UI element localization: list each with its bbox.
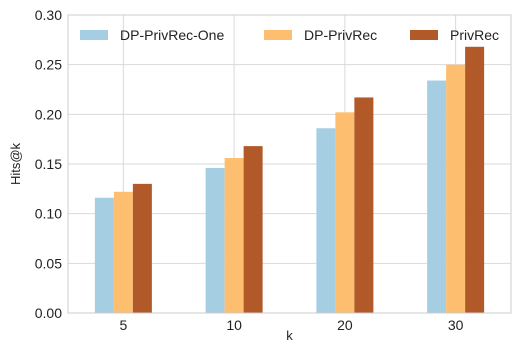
y-tick-label: 0.00 (35, 305, 62, 321)
y-axis-label: Hits@k (8, 142, 23, 185)
x-axis-label: k (286, 328, 293, 343)
plot-frame (67, 14, 512, 314)
y-tick-label: 0.05 (35, 255, 62, 271)
legend-swatch (264, 30, 292, 40)
x-tick-label: 5 (119, 317, 127, 333)
bar-privrec-k30 (465, 46, 485, 313)
bar-dp-privrec-k5 (113, 191, 133, 313)
bars (94, 46, 485, 314)
legend-item: PrivRec (410, 27, 499, 43)
legend: DP-PrivRec-One DP-PrivRec PrivRec (80, 27, 499, 43)
bar-privrec-k10 (243, 146, 263, 313)
axes (67, 14, 512, 314)
bar-privrec-k5 (132, 183, 152, 313)
legend-label: PrivRec (450, 27, 499, 43)
bar-dp-privrec-one-k20 (316, 128, 336, 313)
y-tick-label: 0.10 (35, 206, 62, 222)
legend-label: DP-PrivRec (304, 27, 377, 43)
y-tick-labels: 0.00 0.05 0.10 0.15 0.20 0.25 0.30 (35, 7, 62, 321)
legend-swatch (80, 30, 108, 40)
legend-item: DP-PrivRec-One (80, 27, 224, 43)
x-tick-labels: 5 10 20 30 (119, 317, 463, 333)
legend-label: DP-PrivRec-One (120, 27, 224, 43)
x-tick-label: 30 (448, 317, 464, 333)
x-tick-label: 20 (337, 317, 353, 333)
x-tick-label: 10 (226, 317, 242, 333)
bar-dp-privrec-k10 (224, 158, 244, 313)
bar-dp-privrec-one-k5 (94, 197, 114, 313)
legend-item: DP-PrivRec (264, 27, 377, 43)
bar-dp-privrec-one-k30 (427, 80, 447, 313)
bar-privrec-k20 (354, 97, 374, 314)
y-tick-label: 0.30 (35, 7, 62, 23)
bar-dp-privrec-k30 (446, 64, 466, 314)
bar-dp-privrec-one-k10 (205, 167, 225, 313)
bar-dp-privrec-k20 (335, 112, 355, 313)
y-tick-label: 0.20 (35, 106, 62, 122)
legend-swatch (410, 30, 438, 40)
y-tick-label: 0.15 (35, 156, 62, 172)
y-tick-label: 0.25 (35, 57, 62, 73)
